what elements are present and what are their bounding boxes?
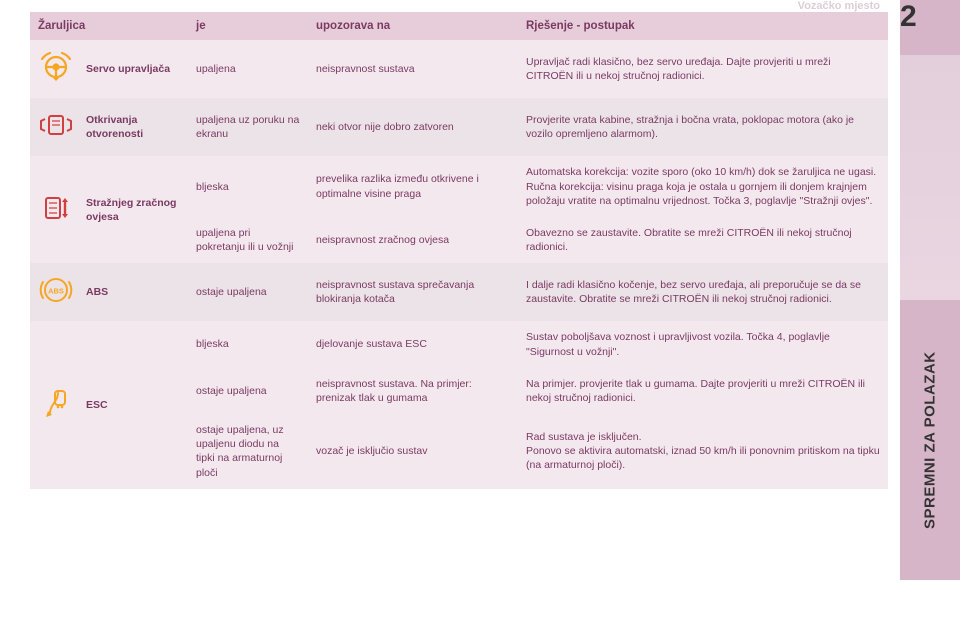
side-fade [900,55,960,300]
th-lamp: Žaruljica [30,12,188,40]
icon-cell: ABS [30,263,78,321]
lamp-solution: Automatska korekcija: vozite sporo (oko … [518,156,888,217]
th-solution: Rješenje - postupak [518,12,888,40]
icon-cell [30,321,78,488]
abs-icon: ABS [38,272,74,308]
steering-icon [38,49,74,85]
icon-cell [30,156,78,263]
chapter-number: 2 [900,0,960,60]
lamp-state: bljeska [188,321,308,367]
side-tabs: SPREMNI ZA POLAZAK 2 [900,0,960,640]
th-cause: upozorava na [308,12,518,40]
lamp-name: ESC [78,321,188,488]
icon-cell [30,40,78,98]
lamp-cause: neki otvor nije dobro zatvoren [308,98,518,156]
lamp-state: ostaje upaljena [188,368,308,414]
lamp-solution: Na primjer. provjerite tlak u gumama. Da… [518,368,888,414]
lamp-solution: I dalje radi klasično kočenje, bez servo… [518,263,888,321]
lamp-cause: neispravnost sustava sprečavanja blokira… [308,263,518,321]
table-header-row: Žaruljica je upozorava na Rješenje - pos… [30,12,888,40]
warning-lamp-table: Žaruljica je upozorava na Rješenje - pos… [30,12,888,489]
lamp-cause: neispravnost sustava [308,40,518,98]
door-open-icon [38,107,74,143]
lamp-cause: neispravnost sustava. Na primjer: preniz… [308,368,518,414]
table-row: Otkrivanja otvorenosti upaljena uz poruk… [30,98,888,156]
lamp-name: Stražnjeg zračnog ovjesa [78,156,188,263]
table-row: ABS ABS ostaje upaljena neispravnost sus… [30,263,888,321]
lamp-solution: Rad sustava je isključen. Ponovo se akti… [518,414,888,489]
lamp-state: upaljena pri pokretanju ili u vožnji [188,217,308,263]
lamp-cause: vozač je isključio sustav [308,414,518,489]
lamp-solution: Obavezno se zaustavite. Obratite se mrež… [518,217,888,263]
lamp-cause: prevelika razlika između otkrivene i opt… [308,156,518,217]
rear-suspension-icon [38,190,74,226]
table-row: Servo upravljača upaljena neispravnost s… [30,40,888,98]
lamp-cause: djelovanje sustava ESC [308,321,518,367]
lamp-solution: Upravljač radi klasično, bez servo uređa… [518,40,888,98]
lamp-name: Otkrivanja otvorenosti [78,98,188,156]
icon-cell [30,98,78,156]
esc-icon [38,385,74,421]
page-body: Žaruljica je upozorava na Rješenje - pos… [0,0,900,640]
lamp-name: Servo upravljača [78,40,188,98]
lamp-state: bljeska [188,156,308,217]
th-state: je [188,12,308,40]
lamp-solution: Provjerite vrata kabine, stražnja i bočn… [518,98,888,156]
lamp-state: upaljena uz poruku na ekranu [188,98,308,156]
table-row: ESC bljeska djelovanje sustava ESC Susta… [30,321,888,367]
lamp-cause: neispravnost zračnog ovjesa [308,217,518,263]
lamp-state: upaljena [188,40,308,98]
lamp-state: ostaje upaljena, uz upaljenu diodu na ti… [188,414,308,489]
lamp-state: ostaje upaljena [188,263,308,321]
table-row: Stražnjeg zračnog ovjesa bljeska preveli… [30,156,888,217]
lamp-solution: Sustav poboljšava voznost i upravljivost… [518,321,888,367]
lamp-name: ABS [78,263,188,321]
chapter-label: SPREMNI ZA POLAZAK [900,300,960,580]
svg-text:ABS: ABS [48,287,64,296]
